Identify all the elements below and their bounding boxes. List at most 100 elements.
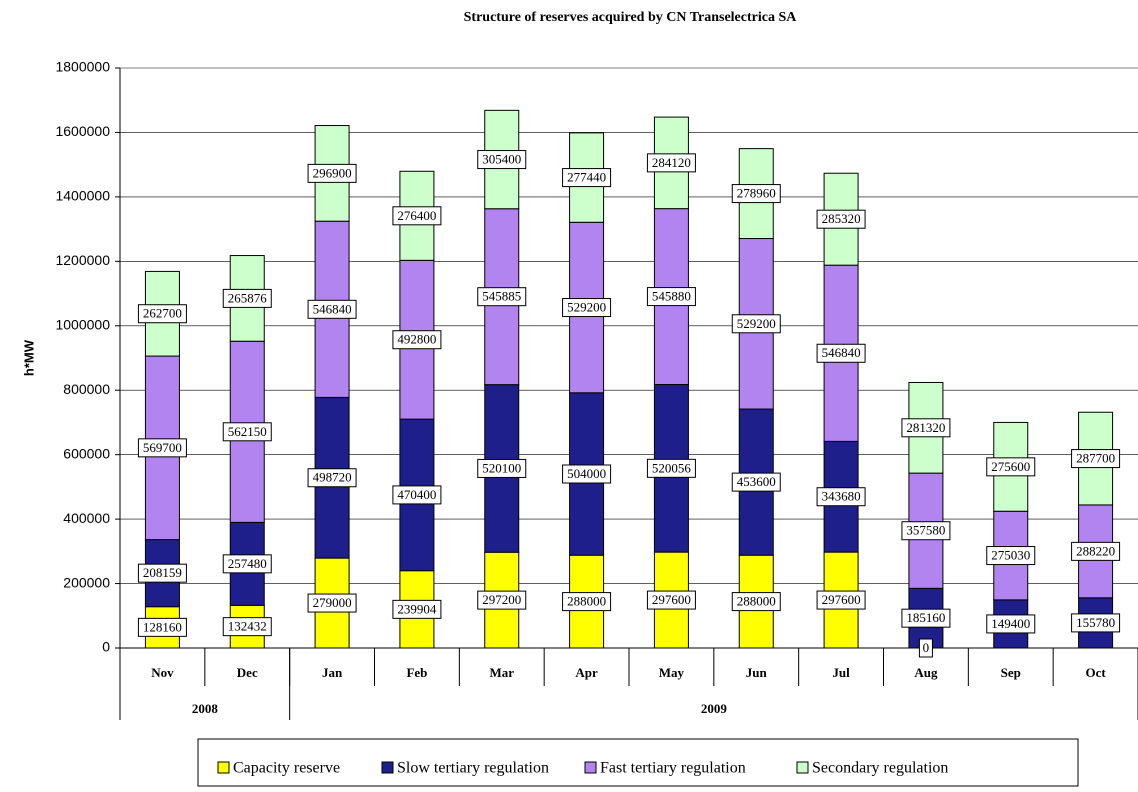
data-label: 297600 bbox=[652, 592, 691, 607]
data-label: 0 bbox=[923, 640, 930, 655]
data-label: 278960 bbox=[737, 186, 776, 201]
data-label: 185160 bbox=[906, 610, 945, 625]
data-label: 562150 bbox=[228, 424, 267, 439]
x-tick-label: Oct bbox=[1085, 665, 1106, 680]
data-label: 545885 bbox=[482, 289, 521, 304]
label-box bbox=[477, 150, 527, 170]
data-label: 470400 bbox=[397, 487, 436, 502]
data-label: 529200 bbox=[737, 316, 776, 331]
data-label: 287700 bbox=[1076, 451, 1115, 466]
label-box bbox=[901, 418, 951, 438]
data-label: 279000 bbox=[313, 595, 352, 610]
label-box bbox=[137, 563, 187, 583]
data-label: 529200 bbox=[567, 300, 606, 315]
data-label: 284120 bbox=[652, 155, 691, 170]
x-tick-label: Sep bbox=[1001, 665, 1021, 680]
label-box bbox=[137, 438, 187, 458]
data-label: 546840 bbox=[822, 345, 861, 360]
data-label: 297600 bbox=[822, 592, 861, 607]
data-label: 257480 bbox=[228, 556, 267, 571]
data-label: 569700 bbox=[143, 440, 182, 455]
legend-swatch bbox=[584, 761, 597, 774]
data-label: 262700 bbox=[143, 306, 182, 321]
legend-swatch bbox=[381, 761, 394, 774]
label-box bbox=[901, 608, 951, 628]
y-tick-label: 1000000 bbox=[55, 316, 110, 332]
label-box bbox=[816, 487, 866, 507]
label-box bbox=[646, 153, 696, 173]
label-box bbox=[477, 458, 527, 478]
x-tick-label: Dec bbox=[237, 665, 258, 680]
data-label: 276400 bbox=[397, 208, 436, 223]
label-box bbox=[307, 299, 357, 319]
label-box bbox=[392, 330, 442, 350]
legend-swatch bbox=[796, 761, 809, 774]
label-box bbox=[646, 287, 696, 307]
label-box bbox=[222, 554, 272, 574]
label-box bbox=[731, 184, 781, 204]
data-label: 520100 bbox=[482, 460, 521, 475]
data-label: 498720 bbox=[313, 470, 352, 485]
label-box bbox=[816, 209, 866, 229]
data-label: 504000 bbox=[567, 466, 606, 481]
label-box bbox=[562, 168, 612, 188]
label-box bbox=[222, 288, 272, 308]
data-label: 492800 bbox=[397, 332, 436, 347]
data-label: 285320 bbox=[822, 211, 861, 226]
data-label: 128160 bbox=[143, 619, 182, 634]
data-label: 149400 bbox=[991, 616, 1030, 631]
x-tick-label: Jan bbox=[322, 665, 343, 680]
label-box bbox=[477, 590, 527, 610]
label-box bbox=[307, 468, 357, 488]
y-tick-label: 600000 bbox=[63, 445, 110, 461]
label-box bbox=[222, 617, 272, 637]
y-tick-label: 1600000 bbox=[55, 123, 110, 139]
label-box bbox=[477, 287, 527, 307]
label-box bbox=[562, 298, 612, 318]
data-label: 545880 bbox=[652, 289, 691, 304]
label-box bbox=[816, 590, 866, 610]
data-label: 288000 bbox=[737, 594, 776, 609]
data-label: 520056 bbox=[652, 460, 692, 475]
x-tick-label: Jul bbox=[832, 665, 850, 680]
data-label: 357580 bbox=[906, 523, 945, 538]
data-label: 305400 bbox=[482, 152, 521, 167]
data-label: 453600 bbox=[737, 474, 776, 489]
y-axis-label: h*MW bbox=[21, 339, 36, 376]
data-label: 132432 bbox=[228, 619, 267, 634]
chart-title: Structure of reserves acquired by CN Tra… bbox=[464, 10, 798, 25]
x-tick-label: Nov bbox=[151, 665, 174, 680]
data-label: 546840 bbox=[313, 301, 352, 316]
data-label: 277440 bbox=[567, 170, 606, 185]
label-box bbox=[986, 457, 1036, 477]
label-box bbox=[222, 422, 272, 442]
label-box bbox=[392, 206, 442, 226]
data-label: 208159 bbox=[143, 565, 182, 580]
y-tick-label: 800000 bbox=[63, 381, 110, 397]
legend-swatch bbox=[217, 761, 230, 774]
data-label: 275030 bbox=[991, 548, 1030, 563]
legend-box bbox=[197, 738, 1079, 787]
y-tick-label: 1200000 bbox=[55, 252, 110, 268]
label-box bbox=[986, 614, 1036, 634]
label-box bbox=[646, 590, 696, 610]
label-box bbox=[137, 304, 187, 324]
y-tick-label: 200000 bbox=[63, 574, 110, 590]
data-label: 288000 bbox=[567, 594, 606, 609]
y-tick-label: 400000 bbox=[63, 510, 110, 526]
label-box bbox=[731, 472, 781, 492]
label-box bbox=[646, 458, 696, 478]
data-label: 296900 bbox=[313, 165, 352, 180]
label-box bbox=[731, 314, 781, 334]
x-tick-label: Apr bbox=[575, 665, 598, 680]
data-label: 275600 bbox=[991, 459, 1030, 474]
data-label: 155780 bbox=[1076, 615, 1115, 630]
label-box bbox=[901, 521, 951, 541]
data-label: 265876 bbox=[228, 290, 268, 305]
y-tick-label: 1800000 bbox=[55, 59, 110, 75]
x-group-label: 2008 bbox=[192, 701, 219, 716]
label-box bbox=[562, 464, 612, 484]
label-box bbox=[986, 546, 1036, 566]
data-label: 297200 bbox=[482, 592, 521, 607]
